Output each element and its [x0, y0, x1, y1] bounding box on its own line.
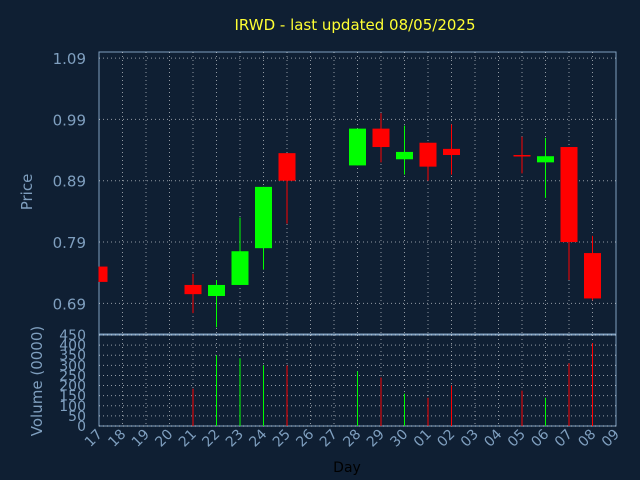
candle-body	[255, 186, 272, 249]
volume-tick-label: 200	[59, 379, 86, 395]
x-tick-label: 23	[223, 427, 247, 451]
x-axis-label: Day	[333, 460, 361, 476]
price-axis-label: Price	[18, 174, 36, 211]
volume-axis-label: Volume (0000)	[28, 326, 46, 436]
x-tick-label: 03	[458, 427, 482, 451]
volume-tick-label: 50	[68, 409, 86, 425]
x-tick-label: 19	[129, 427, 153, 451]
candle-body	[513, 154, 531, 157]
x-tick-label: 24	[246, 426, 270, 450]
volume-tick-label: 400	[59, 338, 86, 354]
candle-body	[208, 284, 225, 296]
x-tick-label: 21	[176, 427, 200, 451]
candle-body	[560, 147, 578, 243]
x-tick-label: 04	[481, 426, 505, 450]
volume-tick-label: 0	[77, 419, 86, 435]
candle-body	[184, 284, 202, 295]
x-tick-label: 09	[599, 427, 623, 451]
price-tick-label: 0.69	[53, 295, 86, 313]
chart-layer: 1.090.990.890.790.6945040035030025020015…	[53, 50, 623, 450]
candle-body	[99, 266, 108, 282]
price-tick-label: 1.09	[53, 50, 86, 68]
price-tick-label: 0.89	[53, 173, 86, 191]
x-tick-label: 07	[552, 427, 576, 451]
candle-body	[419, 142, 437, 167]
x-tick-label: 22	[199, 427, 223, 451]
x-tick-label: 01	[411, 427, 435, 451]
candle-body	[396, 151, 413, 160]
x-tick-label: 18	[105, 427, 129, 451]
volume-tick-label: 100	[59, 399, 86, 415]
candle-body	[443, 148, 460, 155]
candle-body	[372, 128, 390, 148]
volume-tick-label: 350	[59, 348, 86, 364]
volume-tick-label: 450	[59, 328, 86, 344]
candle-body	[349, 128, 366, 166]
x-tick-label: 29	[364, 427, 388, 451]
price-tick-label: 0.99	[53, 111, 86, 129]
x-tick-label: 02	[434, 427, 458, 451]
price-tick-label: 0.79	[53, 234, 86, 252]
x-tick-label: 05	[505, 427, 529, 451]
x-tick-label: 08	[575, 427, 599, 451]
x-tick-label: 06	[528, 426, 552, 450]
x-tick-label: 20	[152, 427, 176, 451]
candle-body	[278, 153, 296, 181]
x-tick-label: 28	[340, 427, 364, 451]
volume-tick-label: 300	[59, 358, 86, 374]
candle-body	[537, 156, 554, 163]
x-tick-label: 27	[317, 427, 341, 451]
volume-tick-label: 150	[59, 389, 86, 405]
x-tick-label: 30	[387, 427, 411, 451]
chart-title: IRWD - last updated 08/05/2025	[235, 16, 476, 34]
candle-body	[231, 251, 249, 285]
x-tick-label: 25	[270, 427, 294, 451]
volume-tick-label: 250	[59, 368, 86, 384]
price-panel-border	[98, 51, 617, 335]
x-tick-label: 26	[293, 426, 317, 450]
candle-body	[584, 253, 601, 299]
